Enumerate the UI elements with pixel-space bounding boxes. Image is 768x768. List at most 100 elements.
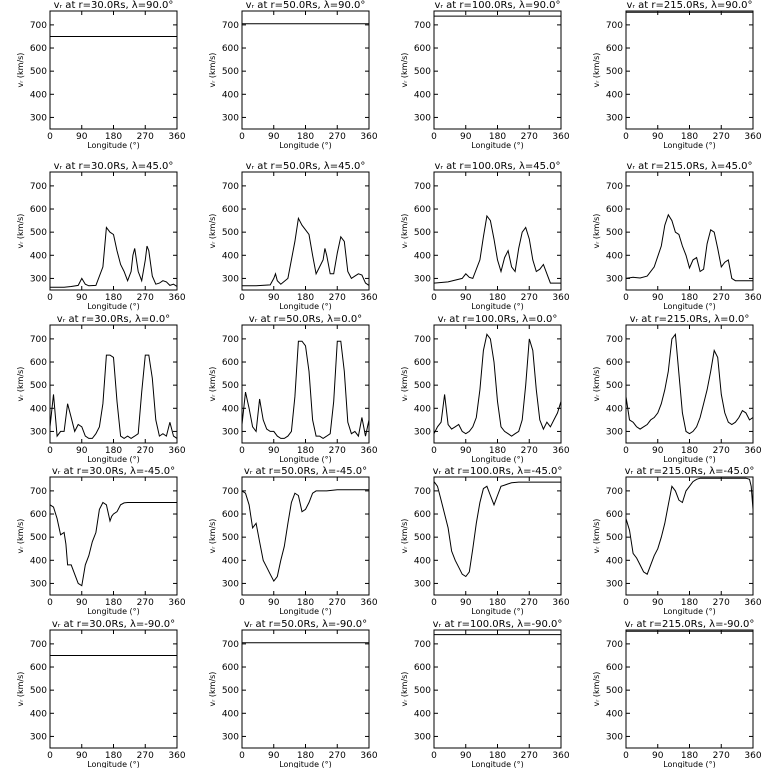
- y-tick-label: 700: [606, 335, 623, 345]
- y-tick-label: 700: [606, 182, 623, 192]
- y-tick-label: 400: [30, 90, 47, 100]
- y-tick-label: 400: [606, 251, 623, 261]
- x-tick-label: 0: [623, 293, 629, 303]
- x-tick-label: 270: [713, 293, 730, 303]
- velocity-series-line: [433, 481, 561, 578]
- x-tick-label: 360: [360, 751, 377, 761]
- y-tick-label: 500: [606, 228, 623, 238]
- x-tick-label: 270: [521, 293, 538, 303]
- plot-frame: [49, 171, 178, 291]
- y-tick-label: 500: [222, 67, 239, 77]
- plot-frame: [49, 10, 178, 130]
- x-tick-label: 0: [239, 446, 245, 456]
- x-tick-label: 90: [460, 751, 472, 761]
- subplot-5-2: vᵣ at r=50.0Rs, λ=-90.0° 0 90 180 270 360 300 4…: [208, 619, 378, 768]
- subplot-3-3: vᵣ at r=100.0Rs, λ=0.0° 0 90 180 270 360 300 40…: [400, 314, 570, 464]
- y-tick-label: 600: [222, 510, 239, 520]
- subplot-title: vᵣ at r=30.0Rs, λ=90.0°: [54, 0, 174, 11]
- x-tick-label: 180: [489, 132, 506, 142]
- x-tick-label: 270: [713, 598, 730, 608]
- x-tick-label: 270: [137, 446, 154, 456]
- y-tick-label: 500: [30, 381, 47, 391]
- y-tick-label: 500: [414, 533, 431, 543]
- y-axis-label: vᵣ (km/s): [592, 367, 601, 402]
- x-tick-label: 360: [552, 446, 569, 456]
- x-tick-label: 0: [623, 446, 629, 456]
- y-tick-label: 700: [222, 640, 239, 650]
- y-tick-label: 300: [414, 579, 431, 589]
- x-axis-label: Longitude (°): [87, 455, 140, 464]
- y-tick-label: 300: [606, 113, 623, 123]
- y-tick-label: 300: [606, 579, 623, 589]
- y-tick-label: 500: [222, 381, 239, 391]
- x-axis-label: Longitude (°): [279, 760, 332, 768]
- plot-frame: [625, 476, 754, 596]
- x-axis-label: Longitude (°): [471, 455, 524, 464]
- x-tick-label: 180: [297, 751, 314, 761]
- x-tick-label: 0: [431, 132, 437, 142]
- x-tick-label: 0: [47, 132, 53, 142]
- y-tick-label: 300: [30, 113, 47, 123]
- x-tick-label: 90: [76, 598, 88, 608]
- subplot-2-4: vᵣ at r=215.0Rs, λ=45.0° 0 90 180 270 360 300 4…: [592, 161, 762, 311]
- x-tick-label: 180: [297, 598, 314, 608]
- y-tick-label: 600: [30, 663, 47, 673]
- plot-frame: [625, 10, 754, 130]
- y-tick-label: 700: [222, 182, 239, 192]
- y-tick-label: 700: [606, 21, 623, 31]
- y-tick-label: 400: [30, 709, 47, 719]
- subplot-title: vᵣ at r=50.0Rs, λ=-45.0°: [244, 466, 367, 477]
- x-tick-label: 90: [652, 132, 664, 142]
- x-tick-label: 360: [360, 132, 377, 142]
- x-tick-label: 360: [168, 751, 185, 761]
- y-tick-label: 600: [30, 358, 47, 368]
- x-tick-label: 180: [489, 446, 506, 456]
- y-tick-label: 400: [606, 556, 623, 566]
- x-axis-label: Longitude (°): [471, 760, 524, 768]
- subplot-title: vᵣ at r=100.0Rs, λ=-45.0°: [433, 466, 563, 477]
- subplot-title: vᵣ at r=30.0Rs, λ=0.0°: [57, 314, 170, 325]
- x-tick-label: 0: [239, 751, 245, 761]
- velocity-series-line: [433, 333, 562, 437]
- y-tick-label: 700: [414, 640, 431, 650]
- y-tick-label: 400: [606, 90, 623, 100]
- y-axis-label: vᵣ (km/s): [400, 367, 409, 402]
- x-tick-label: 90: [460, 446, 472, 456]
- y-tick-label: 400: [414, 556, 431, 566]
- plot-frame: [433, 629, 562, 749]
- y-tick-label: 600: [606, 44, 623, 54]
- y-tick-label: 600: [30, 205, 47, 215]
- x-tick-label: 270: [329, 132, 346, 142]
- velocity-series-line: [625, 477, 754, 575]
- subplot-3-4: vᵣ at r=215.0Rs, λ=0.0° 0 90 180 270 360 300 40…: [592, 314, 762, 464]
- x-tick-label: 360: [360, 446, 377, 456]
- x-tick-label: 180: [681, 132, 698, 142]
- y-axis-label: vᵣ (km/s): [208, 672, 217, 707]
- y-axis-label: vᵣ (km/s): [400, 519, 409, 554]
- x-tick-label: 270: [137, 598, 154, 608]
- velocity-series-line: [49, 501, 177, 587]
- x-tick-label: 90: [268, 446, 280, 456]
- subplot-1-4: vᵣ at r=215.0Rs, λ=90.0° 0 90 180 270 360 300 4…: [592, 0, 762, 150]
- subplot-title: vᵣ at r=100.0Rs, λ=-90.0°: [433, 619, 563, 630]
- x-tick-label: 180: [297, 293, 314, 303]
- x-tick-label: 360: [744, 598, 761, 608]
- y-tick-label: 700: [222, 487, 239, 497]
- y-tick-label: 300: [414, 113, 431, 123]
- y-tick-label: 600: [222, 663, 239, 673]
- y-axis-label: vᵣ (km/s): [592, 214, 601, 249]
- y-tick-label: 700: [414, 487, 431, 497]
- x-tick-label: 270: [521, 132, 538, 142]
- y-tick-label: 500: [30, 686, 47, 696]
- y-tick-label: 300: [30, 274, 47, 284]
- x-tick-label: 270: [521, 598, 538, 608]
- subplot-title: vᵣ at r=215.0Rs, λ=-90.0°: [625, 619, 755, 630]
- velocity-series-line: [241, 489, 369, 583]
- y-axis-label: vᵣ (km/s): [208, 214, 217, 249]
- y-tick-label: 400: [30, 251, 47, 261]
- x-tick-label: 90: [268, 598, 280, 608]
- subplot-5-1: vᵣ at r=30.0Rs, λ=-90.0° 0 90 180 270 360 300 4…: [16, 619, 186, 768]
- x-axis-label: Longitude (°): [279, 141, 332, 150]
- y-axis-label: vᵣ (km/s): [16, 214, 25, 249]
- x-axis-label: Longitude (°): [279, 302, 332, 311]
